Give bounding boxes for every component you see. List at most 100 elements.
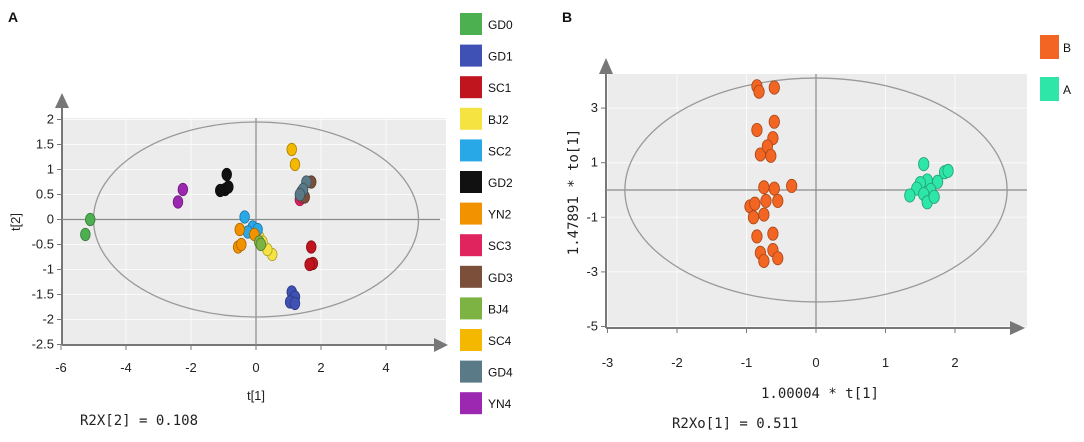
x-tick-label: -1 [741,355,753,370]
data-point-gd2 [221,167,232,182]
data-point-gd1 [289,296,301,311]
legend-label-yn4: YN4 [488,397,512,411]
data-point-a [928,189,940,204]
panel-b: B -3 -2 -1 0 1 2 3 1 -1 -3 -5 1.00004 * t[1] 1.478… [562,9,1071,432]
y-tick-label: 1 [591,155,598,170]
data-point-yn4 [172,195,184,209]
y-tick-label: 0 [47,212,54,227]
data-point-yn4 [177,182,189,197]
x-tick-label: 0 [812,355,819,370]
data-point-gd0 [80,227,91,242]
legend-label-yn2: YN2 [488,208,512,222]
legend-label-sc1: SC1 [488,81,512,95]
legend-label-gd1: GD1 [488,50,513,64]
data-point-yn2 [234,222,245,237]
legend-swatch-gd1 [460,44,482,67]
x-tick-label: 0 [252,360,259,375]
data-point-b [749,196,761,211]
legend-swatch-bj4 [460,297,482,320]
panel-a: A -6 -4 -2 0 2 4 2 1.5 1 0.5 0 -0.5 -1 -1.5 -2 -2.5 t[1… [8,9,513,429]
y-tick-label: -1 [42,262,54,277]
x-tick-label: -3 [602,355,614,370]
x-tick-label: -4 [120,360,132,375]
data-point-bj4 [255,237,267,252]
y-tick-label: 2 [47,112,54,127]
data-point-b [751,122,763,137]
data-point-b [767,226,779,241]
panel-b-legend: BA [1040,35,1071,101]
legend-label-gd0: GD0 [488,18,513,32]
y-tick-label: -0.5 [32,237,54,252]
data-point-a [918,157,930,172]
data-point-b [772,251,784,266]
y-tick-label: -1.5 [32,287,54,302]
panel-a-label: A [8,9,18,25]
y-tick-label: 3 [591,100,598,115]
panel-b-x-axis-arrow [1010,321,1025,335]
y-tick-label: 1.5 [36,137,54,152]
panel-a-y-axis-arrow [55,93,69,108]
x-tick-label: -2 [185,360,197,375]
data-point-sc4 [289,157,301,172]
panel-a-ylabel: t[2] [8,213,23,231]
panel-a-xlabel: t[1] [247,388,265,403]
data-point-b [768,181,780,196]
panel-b-label: B [562,9,572,25]
data-point-b [758,180,770,195]
data-point-b [758,253,770,268]
legend-swatch-gd4 [460,360,482,383]
legend-swatch-gd3 [460,265,482,288]
x-tick-label: -6 [55,360,67,375]
data-point-b [768,80,780,95]
legend-label-gd3: GD3 [488,271,513,285]
data-point-b [760,193,772,208]
panel-b-y-axis-arrow [599,58,613,74]
data-point-b [747,210,760,225]
legend-swatch-sc4 [460,329,482,351]
legend-label-sc3: SC3 [488,239,512,253]
data-point-sc1 [304,257,315,272]
data-point-b [765,148,777,163]
data-point-b [753,84,765,99]
panel-b-xlabel: 1.00004 * t[1] [761,386,879,402]
legend-swatch-yn2 [460,202,482,225]
legend-swatch-gd0 [460,13,482,35]
legend-label-b: B [1063,41,1071,55]
legend-label-bj2: BJ2 [488,113,509,127]
legend-label-bj4: BJ4 [488,302,509,316]
data-point-gd4 [294,187,306,202]
data-point-a [942,163,954,178]
x-tick-label: 2 [951,355,958,370]
x-tick-label: 2 [317,360,324,375]
panel-b-hotelling-ellipse [624,77,1008,303]
panel-b-ylabel: 1.47891 * to[1] [566,129,582,255]
legend-label-gd4: GD4 [488,366,513,380]
y-tick-label: -2.5 [32,337,54,352]
data-point-b [772,193,784,208]
legend-swatch-gd2 [460,171,482,193]
y-tick-label: -1 [586,209,598,224]
x-tick-label: 4 [382,360,389,375]
legend-swatch-a [1040,77,1059,101]
panel-b-points [744,79,954,268]
x-tick-label: 1 [882,355,889,370]
data-point-gd2 [223,180,234,194]
data-point-b [768,114,780,129]
legend-label-sc4: SC4 [488,334,512,348]
legend-swatch-sc3 [460,234,482,257]
panel-a-legend: GD0 GD1 SC1 BJ2 SC2 GD2 YN2 SC3 GD3 BJ4 SC4 GD4 YN4 [460,13,513,415]
data-point-sc4 [286,142,297,157]
panel-a-r2x-stat: R2X[2] = 0.108 [80,413,198,429]
data-point-a [932,174,944,189]
panel-a-ticks: -6 -4 -2 0 2 4 2 1.5 1 0.5 0 -0.5 -1 -1.5 -2 -2.5 [32,112,390,376]
x-tick-label: -2 [671,355,683,370]
panel-b-ticks: -3 -2 -1 0 1 2 3 1 -1 -3 -5 [586,100,958,370]
legend-swatch-yn4 [460,392,482,415]
panel-a-x-axis-arrow [434,338,448,352]
data-point-b [758,207,770,222]
y-tick-label: -3 [586,264,598,279]
y-tick-label: 1 [47,162,54,177]
panel-b-r2xo-stat: R2Xo[1] = 0.511 [672,416,798,432]
legend-swatch-sc2 [460,139,482,162]
